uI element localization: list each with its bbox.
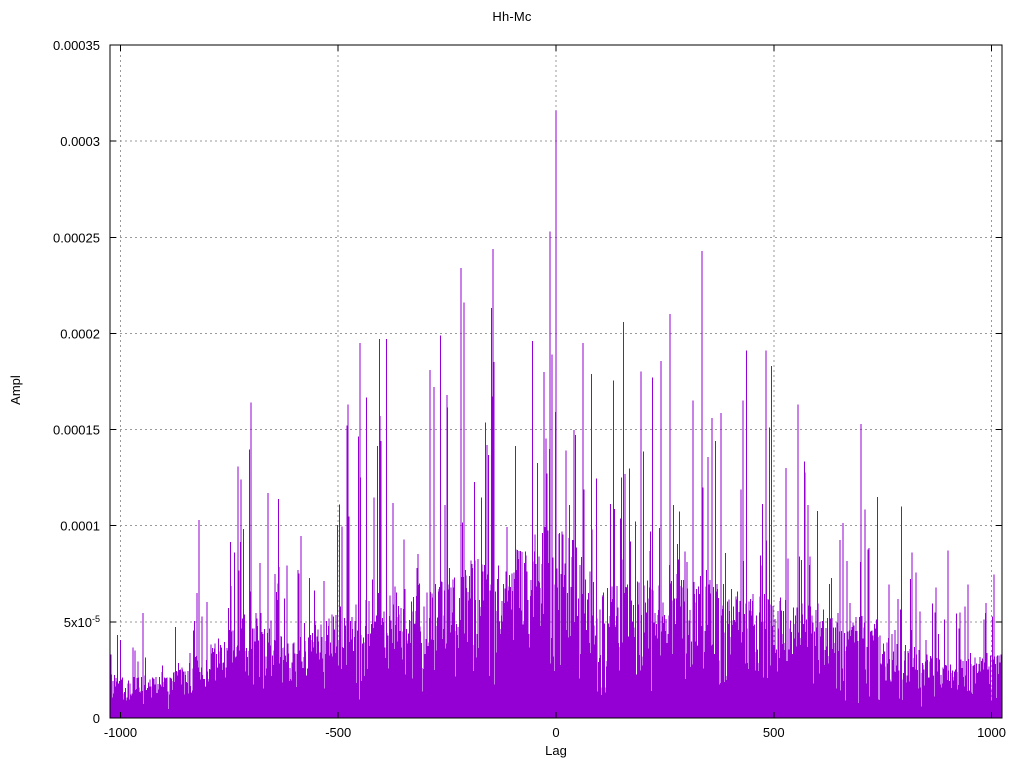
chart-title: Hh-Mc bbox=[492, 9, 532, 24]
y-tick-label: 0 bbox=[93, 711, 100, 726]
y-tick-label: 5x10-5 bbox=[64, 614, 100, 630]
y-tick-label: 0.00035 bbox=[53, 38, 100, 53]
x-tick-label: -500 bbox=[325, 725, 351, 740]
x-tick-label: -1000 bbox=[104, 725, 137, 740]
x-axis-label: Lag bbox=[545, 743, 567, 758]
x-tick-label: 1000 bbox=[977, 725, 1006, 740]
x-tick-label: 0 bbox=[552, 725, 559, 740]
y-axis-label: Ampl bbox=[8, 375, 23, 405]
x-tick-label: 500 bbox=[763, 725, 785, 740]
y-axis-tick-labels: 0 5x10-5 0.0001 0.00015 0.0002 0.00025 0.0003 0… bbox=[53, 38, 100, 726]
y-tick-label: 0.0002 bbox=[60, 326, 100, 341]
y-tick-label: 0.0001 bbox=[60, 519, 100, 534]
x-axis-tick-labels: -1000 -500 0 500 1000 bbox=[104, 725, 1006, 740]
axis-ticks bbox=[110, 44, 1002, 719]
y-tick-label: 0.00015 bbox=[53, 423, 100, 438]
y-tick-label: 0.00025 bbox=[53, 230, 100, 245]
impulse-series bbox=[110, 110, 1002, 718]
y-tick-label: 0.0003 bbox=[60, 134, 100, 149]
